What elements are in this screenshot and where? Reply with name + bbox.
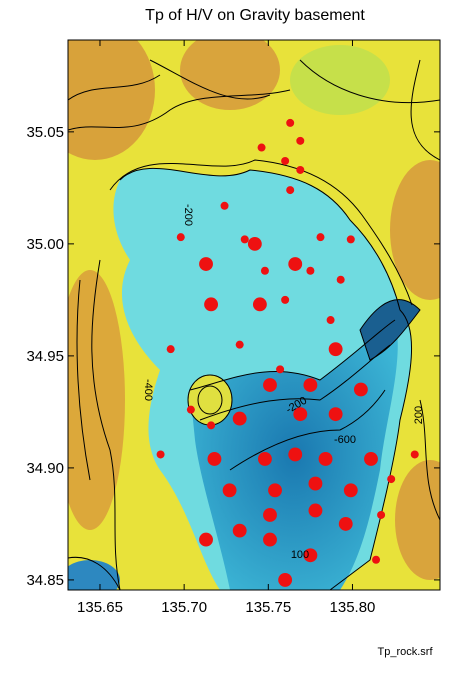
sample-point bbox=[199, 533, 213, 547]
sample-point bbox=[411, 450, 419, 458]
sample-point bbox=[233, 412, 247, 426]
sample-point bbox=[329, 342, 343, 356]
sample-point bbox=[207, 421, 215, 429]
sample-point bbox=[221, 202, 229, 210]
sample-point bbox=[157, 450, 165, 458]
x-tick-label: 135.70 bbox=[161, 599, 207, 616]
sample-point bbox=[288, 257, 302, 271]
contour-label: 200 bbox=[413, 406, 425, 424]
sample-point bbox=[339, 517, 353, 531]
y-tick-label: 34.90 bbox=[26, 460, 64, 477]
sample-point bbox=[241, 235, 249, 243]
sample-point bbox=[281, 157, 289, 165]
sample-point bbox=[364, 452, 378, 466]
sample-point bbox=[309, 477, 323, 491]
y-tick-label: 35.00 bbox=[26, 236, 64, 253]
sample-point bbox=[278, 573, 292, 587]
sample-point bbox=[248, 237, 262, 251]
sample-point bbox=[263, 378, 277, 392]
sample-point bbox=[253, 297, 267, 311]
sample-point bbox=[167, 345, 175, 353]
sample-point bbox=[258, 144, 266, 152]
chart: Tp of H/V on Gravity basement bbox=[0, 0, 459, 669]
y-tick-label: 34.95 bbox=[26, 348, 64, 365]
sample-point bbox=[354, 383, 368, 397]
map-field bbox=[35, 20, 459, 600]
sample-point bbox=[263, 533, 277, 547]
sample-point bbox=[347, 235, 355, 243]
sample-point bbox=[276, 365, 284, 373]
sample-point bbox=[296, 166, 304, 174]
contour-label: -400 bbox=[142, 379, 154, 401]
footer: Tp_rock.srf bbox=[377, 646, 433, 658]
x-tick-label: 135.80 bbox=[330, 599, 376, 616]
sample-point bbox=[236, 341, 244, 349]
sample-point bbox=[187, 406, 195, 414]
sample-point bbox=[204, 297, 218, 311]
contour-label: 100 bbox=[291, 549, 309, 561]
sample-point bbox=[316, 233, 324, 241]
y-tick-label: 34.85 bbox=[26, 572, 64, 589]
sample-point bbox=[377, 511, 385, 519]
sample-point bbox=[177, 233, 185, 241]
sample-point bbox=[233, 524, 247, 538]
sample-point bbox=[288, 448, 302, 462]
sample-point bbox=[344, 483, 358, 497]
sample-point bbox=[309, 504, 323, 518]
sample-point bbox=[268, 483, 282, 497]
sample-point bbox=[372, 556, 380, 564]
x-tick-label: 135.65 bbox=[77, 599, 123, 616]
y-tick-label: 35.05 bbox=[26, 124, 64, 141]
sample-point bbox=[223, 483, 237, 497]
sample-point bbox=[319, 452, 333, 466]
sample-point bbox=[263, 508, 277, 522]
sample-point bbox=[337, 276, 345, 284]
sample-point bbox=[286, 186, 294, 194]
contour-label: -600 bbox=[334, 434, 356, 446]
sample-point bbox=[281, 296, 289, 304]
sample-point bbox=[387, 475, 395, 483]
sample-point bbox=[258, 452, 272, 466]
sample-point bbox=[306, 267, 314, 275]
sample-point bbox=[327, 316, 335, 324]
sample-point bbox=[208, 452, 222, 466]
sample-point bbox=[261, 267, 269, 275]
sample-point bbox=[329, 407, 343, 421]
chart-title: Tp of H/V on Gravity basement bbox=[145, 7, 365, 24]
sample-point bbox=[199, 257, 213, 271]
sample-point bbox=[296, 137, 304, 145]
contour-label: -200 bbox=[182, 204, 194, 226]
x-tick-label: 135.75 bbox=[245, 599, 291, 616]
sample-point bbox=[286, 119, 294, 127]
sample-point bbox=[303, 378, 317, 392]
